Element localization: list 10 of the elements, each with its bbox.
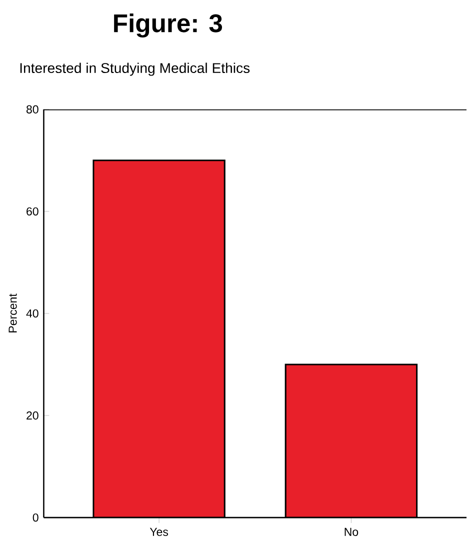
y-tick-label: 0: [33, 513, 39, 522]
y-axis-title: Percent: [8, 294, 18, 332]
x-tick-label: No: [344, 528, 358, 536]
y-tick-label: 80: [26, 105, 39, 114]
y-tick-label: 40: [26, 309, 39, 318]
chart-subtitle: Interested in Studying Medical Ethics: [20, 62, 250, 76]
y-tick-label: 60: [26, 207, 39, 216]
chart-title: Figure: 3: [114, 14, 222, 38]
y-tick-label: 20: [26, 411, 39, 420]
x-tick-label: Yes: [150, 528, 168, 536]
